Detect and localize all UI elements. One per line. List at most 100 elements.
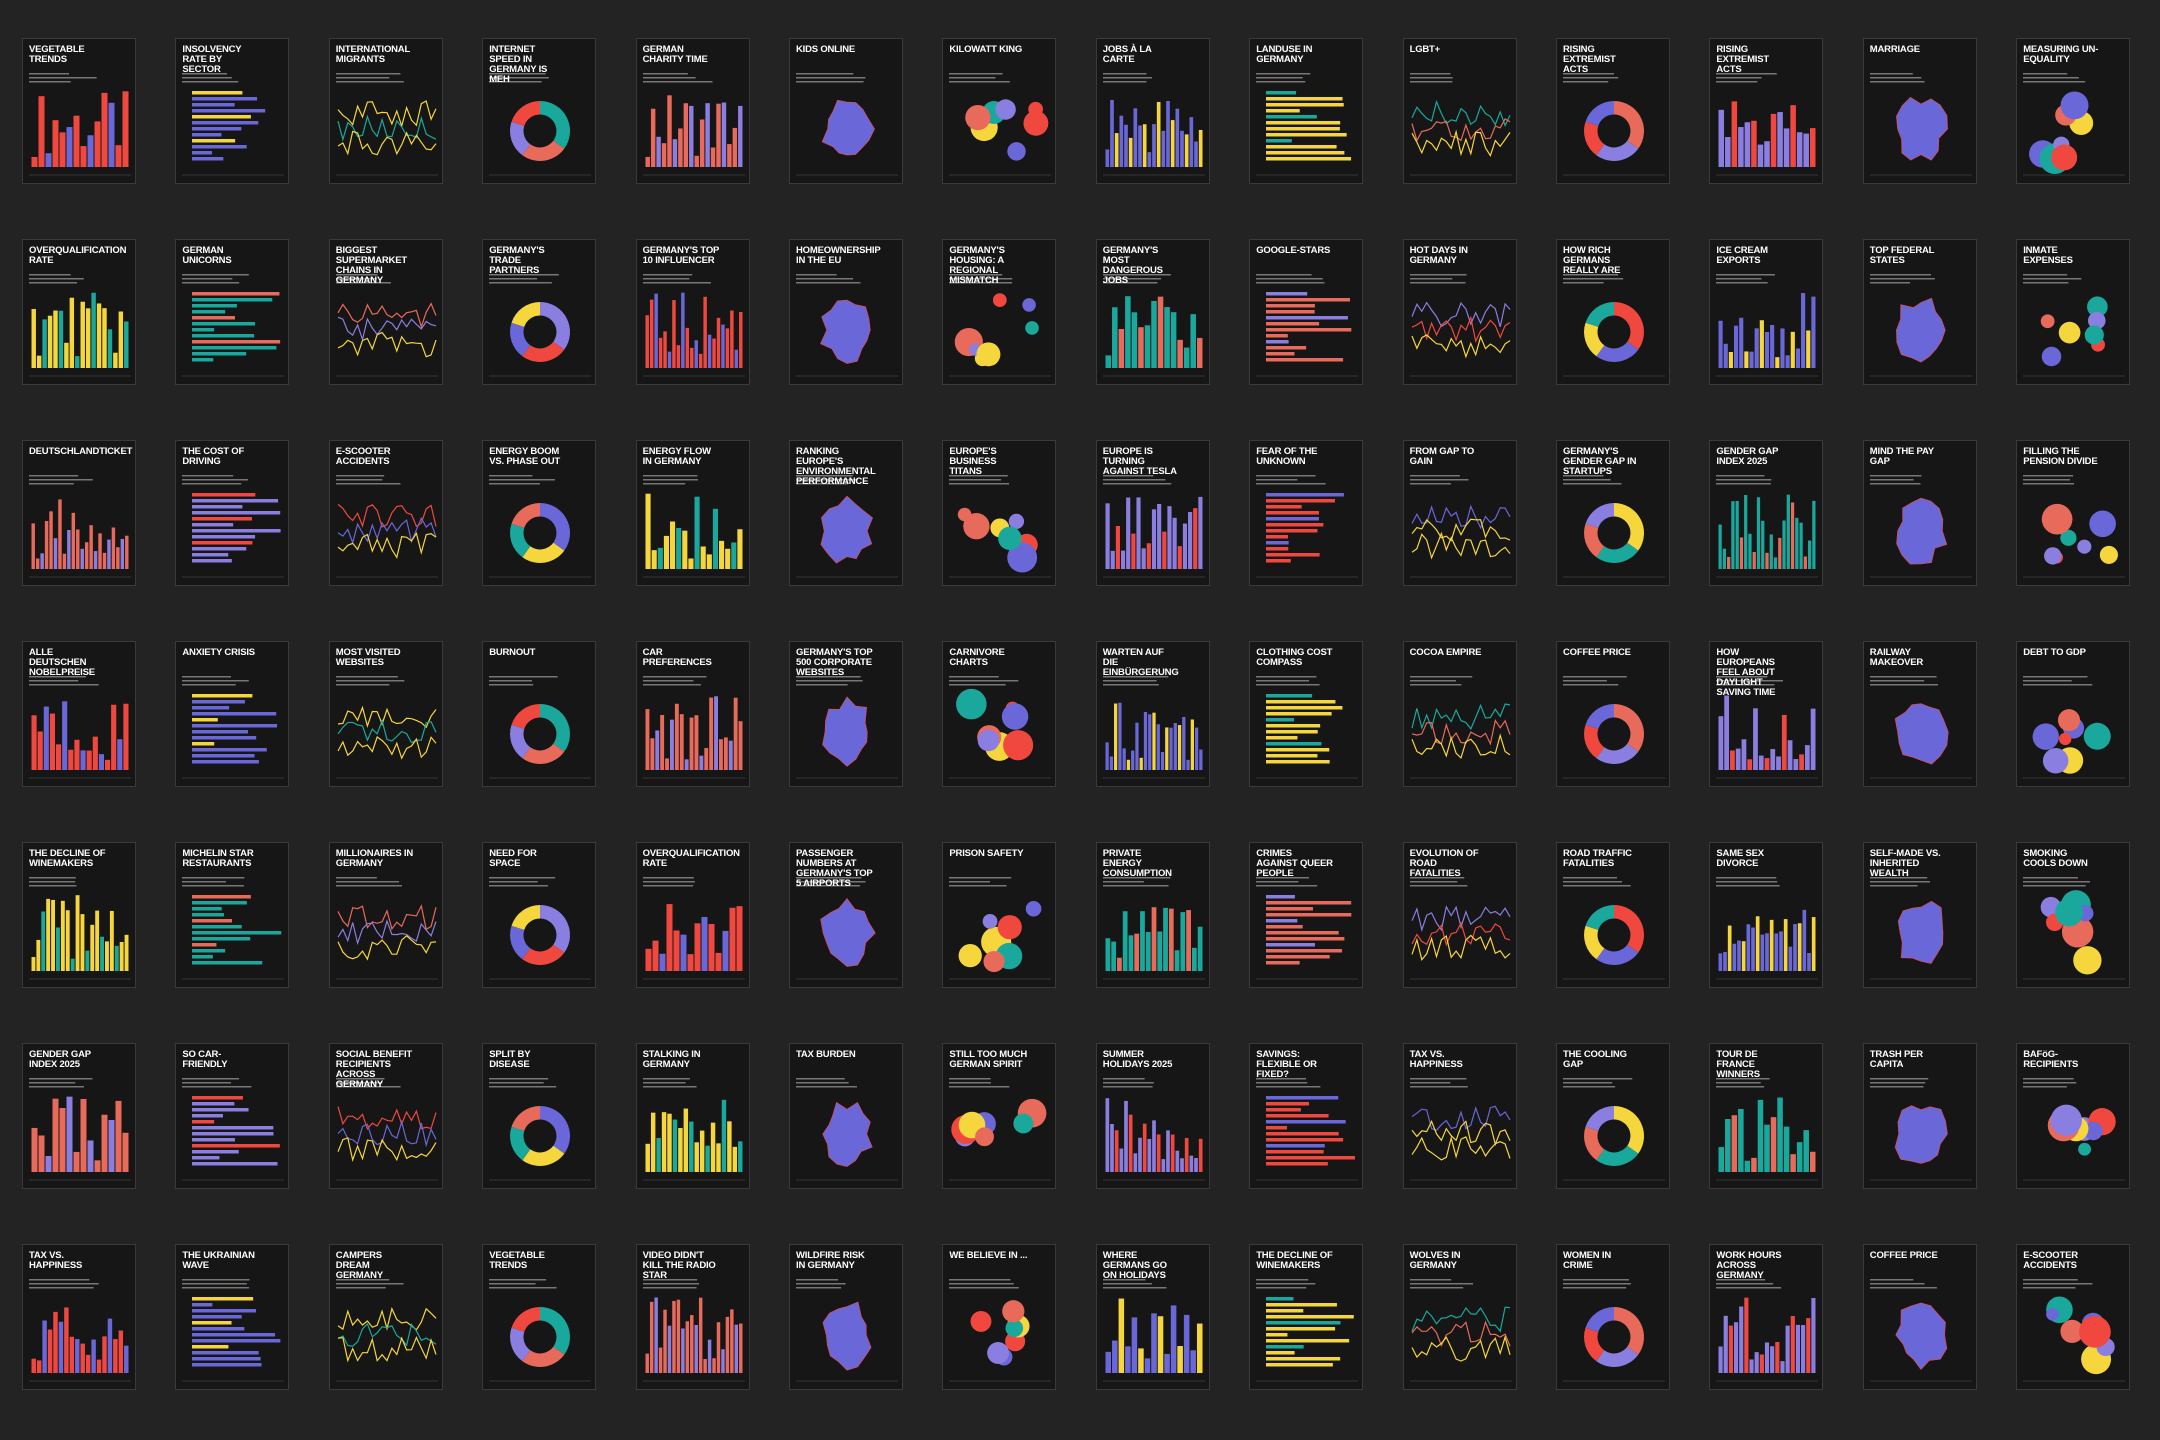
infographic-card[interactable]: SO CAR-FRIENDLY — [175, 1043, 290, 1189]
text-line — [2023, 1086, 2068, 1088]
infographic-card[interactable]: FILLING THE PENSION DIVIDE — [2016, 440, 2131, 586]
infographic-card[interactable]: VIDEO DIDN'T KILL THE RADIO STAR — [635, 1244, 750, 1390]
infographic-card[interactable]: STALKING IN GERMANY — [635, 1043, 750, 1189]
infographic-card[interactable]: PASSENGER NUMBERS AT GERMANY'S TOP 5 AIR… — [789, 842, 903, 988]
infographic-card[interactable]: PRIVATE ENERGY CONSUMPTION — [1095, 842, 1210, 988]
infographic-card[interactable]: ANXIETY CRISIS — [175, 641, 290, 787]
infographic-card[interactable]: SMOKING COOLS DOWN — [2016, 842, 2131, 988]
infographic-card[interactable]: TOUR DE FRANCE WINNERS — [1709, 1043, 1824, 1189]
infographic-card[interactable]: CRIMES AGAINST QUEER PEOPLE — [1249, 842, 1364, 988]
infographic-card[interactable]: THE DECLINE OF WINEMAKERS — [1249, 1244, 1364, 1390]
infographic-card[interactable]: MEASURING UN-EQUALITY — [2016, 38, 2131, 184]
infographic-card[interactable]: OVERQUALIFICATION RATE — [635, 842, 750, 988]
infographic-card[interactable]: WHERE GERMANS GO ON HOLIDAYS — [1095, 1244, 1210, 1390]
infographic-card[interactable]: THE COST OF DRIVING — [175, 440, 290, 586]
infographic-card[interactable]: BURNOUT — [482, 641, 597, 787]
infographic-card[interactable]: GENDER GAP INDEX 2025 — [22, 1043, 136, 1189]
infographic-card[interactable]: RANKING EUROPE'S ENVIRONMENTAL PERFORMAN… — [789, 440, 903, 586]
infographic-card[interactable]: GERMAN UNICORNS — [175, 239, 290, 385]
infographic-card[interactable]: ROAD TRAFFIC FATALITIES — [1556, 842, 1670, 988]
infographic-card[interactable]: INTERNATIONAL MIGRANTS — [328, 38, 443, 184]
infographic-card[interactable]: COFFEE PRICE — [1862, 1244, 1977, 1390]
infographic-card[interactable]: BAFöG-RECIPIENTS — [2016, 1043, 2131, 1189]
infographic-card[interactable]: KILOWATT KING — [942, 38, 1057, 184]
infographic-card[interactable]: GERMANY'S MOST DANGEROUS JOBS — [1095, 239, 1210, 385]
infographic-card[interactable]: COFFEE PRICE — [1556, 641, 1670, 787]
infographic-card[interactable]: EUROPE'S BUSINESS TITANS — [942, 440, 1057, 586]
infographic-card[interactable]: TAX VS. HAPPINESS — [22, 1244, 136, 1390]
infographic-card[interactable]: WORK HOURS ACROSS GERMANY — [1709, 1244, 1824, 1390]
infographic-card[interactable]: VEGETABLE TRENDS — [482, 1244, 597, 1390]
infographic-card[interactable]: SPLIT BY DISEASE — [482, 1043, 597, 1189]
infographic-card[interactable]: ENERGY BOOM VS. PHASE OUT — [482, 440, 597, 586]
infographic-card[interactable]: MIND THE PAY GAP — [1862, 440, 1977, 586]
infographic-card[interactable]: WILDFIRE RISK IN GERMANY — [789, 1244, 903, 1390]
infographic-card[interactable]: DEUTSCHLANDTICKET — [22, 440, 136, 586]
infographic-card[interactable]: THE DECLINE OF WINEMAKERS — [22, 842, 136, 988]
infographic-card[interactable]: COCOA EMPIRE — [1402, 641, 1517, 787]
infographic-card[interactable]: WOLVES IN GERMANY — [1402, 1244, 1517, 1390]
infographic-card[interactable]: HOW EUROPEANS FEEL ABOUT DAYLIGHT SAVING… — [1709, 641, 1824, 787]
infographic-card[interactable]: ICE CREAM EXPORTS — [1709, 239, 1824, 385]
infographic-card[interactable]: E-SCOOTER ACCIDENTS — [2016, 1244, 2131, 1390]
infographic-card[interactable]: LGBT+ — [1402, 38, 1517, 184]
infographic-card[interactable]: SOCIAL BENEFIT RECIPIENTS ACROSS GERMANY — [328, 1043, 443, 1189]
infographic-card[interactable]: SUMMER HOLIDAYS 2025 — [1095, 1043, 1210, 1189]
infographic-card[interactable]: DEBT TO GDP — [2016, 641, 2131, 787]
infographic-card[interactable]: GERMANY'S TRADE PARTNERS — [482, 239, 597, 385]
infographic-card[interactable]: TAX VS. HAPPINESS — [1402, 1043, 1517, 1189]
infographic-card[interactable]: SAVINGS: FLEXIBLE OR FIXED? — [1249, 1043, 1364, 1189]
infographic-card[interactable]: WE BELIEVE IN ... — [942, 1244, 1057, 1390]
infographic-card[interactable]: FEAR OF THE UNKNOWN — [1249, 440, 1364, 586]
infographic-card[interactable]: ENERGY FLOW IN GERMANY — [635, 440, 750, 586]
infographic-card[interactable]: OVERQUALIFICATION RATE — [22, 239, 136, 385]
infographic-card[interactable]: CLOTHING COST COMPASS — [1249, 641, 1364, 787]
infographic-card[interactable]: MARRIAGE — [1862, 38, 1977, 184]
infographic-card[interactable]: SAME SEX DIVORCE — [1709, 842, 1824, 988]
infographic-card[interactable]: KIDS ONLINE — [789, 38, 903, 184]
infographic-card[interactable]: WOMEN IN CRIME — [1556, 1244, 1670, 1390]
infographic-card[interactable]: CAR PREFERENCES — [635, 641, 750, 787]
infographic-card[interactable]: HOW RICH GERMANS REALLY ARE — [1556, 239, 1670, 385]
infographic-card[interactable]: GENDER GAP INDEX 2025 — [1709, 440, 1824, 586]
infographic-card[interactable]: GERMANY'S TOP 10 INFLUENCER — [635, 239, 750, 385]
infographic-card[interactable]: STILL TOO MUCH GERMAN SPIRIT — [942, 1043, 1057, 1189]
infographic-card[interactable]: FROM GAP TO GAIN — [1402, 440, 1517, 586]
infographic-card[interactable]: TAX BURDEN — [789, 1043, 903, 1189]
infographic-card[interactable]: HOT DAYS IN GERMANY — [1402, 239, 1517, 385]
infographic-card[interactable]: GERMANY'S HOUSING: A REGIONAL MISMATCH — [942, 239, 1057, 385]
infographic-card[interactable]: CAMPERS DREAM GERMANY — [328, 1244, 443, 1390]
infographic-card[interactable]: RAILWAY MAKEOVER — [1862, 641, 1977, 787]
infographic-card[interactable]: EUROPE IS TURNING AGAINST TESLA — [1095, 440, 1210, 586]
infographic-card[interactable]: INTERNET SPEED IN GERMANY IS MEH — [482, 38, 597, 184]
infographic-card[interactable]: GERMANY'S TOP 500 CORPORATE WEBSITES — [789, 641, 903, 787]
infographic-card[interactable]: ALLE DEUTSCHEN NOBELPREISE — [22, 641, 136, 787]
infographic-card[interactable]: THE COOLING GAP — [1556, 1043, 1670, 1189]
infographic-card[interactable]: CARNIVORE CHARTS — [942, 641, 1057, 787]
infographic-card[interactable]: SELF-MADE VS. INHERITED WEALTH — [1862, 842, 1977, 988]
infographic-card[interactable]: PRISON SAFETY — [942, 842, 1057, 988]
infographic-card[interactable]: INMATE EXPENSES — [2016, 239, 2131, 385]
infographic-card[interactable]: E-SCOOTER ACCIDENTS — [328, 440, 443, 586]
infographic-card[interactable]: MICHELIN STAR RESTAURANTS — [175, 842, 290, 988]
infographic-card[interactable]: BIGGEST SUPERMARKET CHAINS IN GERMANY — [328, 239, 443, 385]
infographic-card[interactable]: GOOGLE-STARS — [1249, 239, 1364, 385]
infographic-card[interactable]: RISING EXTREMIST ACTS — [1556, 38, 1670, 184]
infographic-card[interactable]: THE UKRAINIAN WAVE — [175, 1244, 290, 1390]
infographic-card[interactable]: EVOLUTION OF ROAD FATALITIES — [1402, 842, 1517, 988]
infographic-card[interactable]: MILLIONAIRES IN GERMANY — [328, 842, 443, 988]
infographic-card[interactable]: GERMAN CHARITY TIME — [635, 38, 750, 184]
infographic-card[interactable]: WARTEN AUF DIE EINBÜRGERUNG — [1095, 641, 1210, 787]
infographic-card[interactable]: HOMEOWNERSHIP IN THE EU — [789, 239, 903, 385]
infographic-card[interactable]: VEGETABLE TRENDS — [22, 38, 136, 184]
infographic-card[interactable]: GERMANY'S GENDER GAP IN STARTUPS — [1556, 440, 1670, 586]
infographic-card[interactable]: TOP FEDERAL STATES — [1862, 239, 1977, 385]
infographic-card[interactable]: MOST VISITED WEBSITES — [328, 641, 443, 787]
infographic-card[interactable]: NEED FOR SPACE — [482, 842, 597, 988]
infographic-card[interactable]: INSOLVENCY RATE BY SECTOR — [175, 38, 290, 184]
infographic-card[interactable]: LANDUSE IN GERMANY — [1249, 38, 1364, 184]
bar — [192, 694, 253, 698]
infographic-card[interactable]: RISING EXTREMIST ACTS — [1709, 38, 1824, 184]
infographic-card[interactable]: JOBS À LA CARTE — [1095, 38, 1210, 184]
infographic-card[interactable]: TRASH PER CAPITA — [1862, 1043, 1977, 1189]
